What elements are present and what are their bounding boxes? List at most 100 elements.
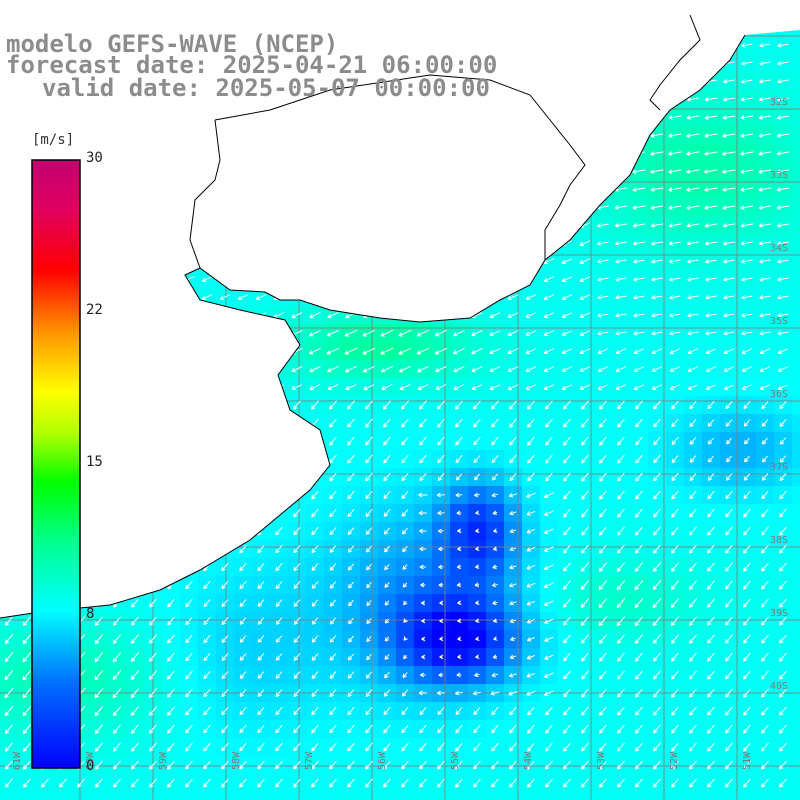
wind-arrow	[526, 654, 536, 660]
wind-arrow	[563, 418, 571, 428]
wind-arrow	[437, 528, 444, 534]
wind-arrow	[687, 384, 699, 390]
wind-arrow	[651, 366, 663, 372]
wind-arrow	[779, 706, 787, 716]
wind-arrow	[4, 687, 14, 699]
wind-arrow	[329, 742, 337, 752]
wind-arrow	[706, 598, 715, 608]
wind-arrow	[725, 724, 733, 734]
wind-arrow	[113, 760, 121, 770]
wind-arrow	[473, 400, 481, 410]
wind-arrow	[309, 384, 321, 391]
colorbar-tick-0: 0	[86, 758, 95, 774]
wind-arrow	[419, 546, 427, 552]
wind-arrow	[311, 581, 319, 589]
wind-arrow	[614, 223, 627, 228]
wind-arrow	[653, 454, 661, 464]
wind-arrow	[689, 400, 697, 410]
wind-arrow	[653, 652, 661, 662]
wind-arrow	[561, 384, 573, 390]
wind-arrow	[777, 313, 789, 318]
wind-arrow	[758, 187, 772, 192]
wind-arrow	[219, 294, 231, 300]
wind-arrow	[527, 742, 535, 752]
wind-arrow	[635, 706, 643, 716]
wind-arrow	[544, 672, 554, 678]
wind-arrow	[725, 652, 733, 662]
wind-arrow	[453, 347, 465, 355]
wind-arrow	[704, 241, 717, 246]
wind-arrow	[401, 689, 409, 697]
wind-arrow	[615, 366, 627, 372]
wind-arrow	[779, 400, 787, 410]
wind-arrow	[365, 454, 373, 464]
wind-arrow	[201, 276, 213, 282]
wind-arrow	[311, 653, 319, 661]
wind-arrow	[257, 671, 265, 679]
wind-arrow	[131, 760, 139, 770]
wind-arrow	[311, 526, 319, 536]
wind-arrow	[435, 366, 447, 373]
wind-arrow	[689, 526, 697, 536]
wind-arrow	[725, 544, 733, 554]
wind-arrow	[455, 690, 463, 696]
wind-arrow	[311, 671, 319, 679]
wind-arrow	[725, 616, 733, 626]
wind-arrow	[527, 418, 535, 428]
wind-arrow	[308, 329, 321, 337]
wind-arrow	[741, 295, 753, 300]
wind-arrow	[402, 545, 408, 553]
wind-arrow	[311, 545, 319, 554]
wind-arrow	[365, 778, 373, 788]
forecast-date: forecast date: 2025-04-21 06:00:00	[6, 51, 498, 79]
wind-arrow	[545, 400, 553, 410]
wind-arrow	[347, 400, 355, 410]
wind-arrow	[652, 580, 662, 590]
wind-arrow	[761, 400, 769, 410]
wind-arrow	[599, 652, 607, 662]
wind-arrow	[22, 669, 32, 681]
wind-arrow	[475, 510, 480, 515]
wind-arrow	[779, 544, 787, 554]
wind-arrow	[725, 419, 733, 427]
wind-arrow	[687, 313, 699, 318]
wind-arrow	[383, 454, 391, 464]
wind-arrow	[492, 600, 498, 606]
wind-arrow	[581, 508, 589, 518]
wind-arrow	[723, 277, 735, 282]
wind-arrow	[22, 742, 31, 752]
wind-arrow	[761, 455, 768, 463]
wind-arrow	[384, 582, 390, 588]
wind-arrow	[779, 652, 787, 662]
wind-arrow	[651, 331, 663, 336]
wind-arrow	[707, 508, 715, 518]
lon-label: 61W	[12, 751, 23, 770]
wind-arrow	[347, 653, 355, 661]
wind-arrow	[725, 598, 733, 608]
wind-arrow	[239, 689, 247, 698]
wind-arrow	[203, 742, 211, 752]
wind-arrow	[777, 331, 789, 336]
wind-arrow	[653, 436, 661, 446]
wind-arrow	[687, 366, 699, 372]
wind-arrow	[599, 490, 607, 500]
wind-arrow	[687, 259, 699, 264]
colorbar-tick-8: 8	[86, 606, 95, 622]
wind-arrow	[614, 205, 627, 210]
wind-arrow	[707, 455, 714, 463]
wind-arrow	[203, 670, 211, 680]
wind-arrow	[167, 724, 175, 734]
wind-arrow	[689, 778, 697, 788]
wind-arrow	[457, 636, 462, 642]
wind-arrow	[131, 778, 139, 788]
wind-arrow	[401, 742, 409, 752]
wind-arrow	[653, 400, 661, 410]
wind-arrow	[311, 563, 319, 571]
wind-arrow	[148, 688, 158, 698]
wind-arrow	[239, 581, 247, 590]
wind-arrow	[419, 564, 426, 570]
wind-arrow	[632, 187, 646, 192]
wind-arrow	[293, 599, 301, 607]
wind-arrow	[509, 706, 517, 716]
wind-arrow	[402, 582, 408, 588]
